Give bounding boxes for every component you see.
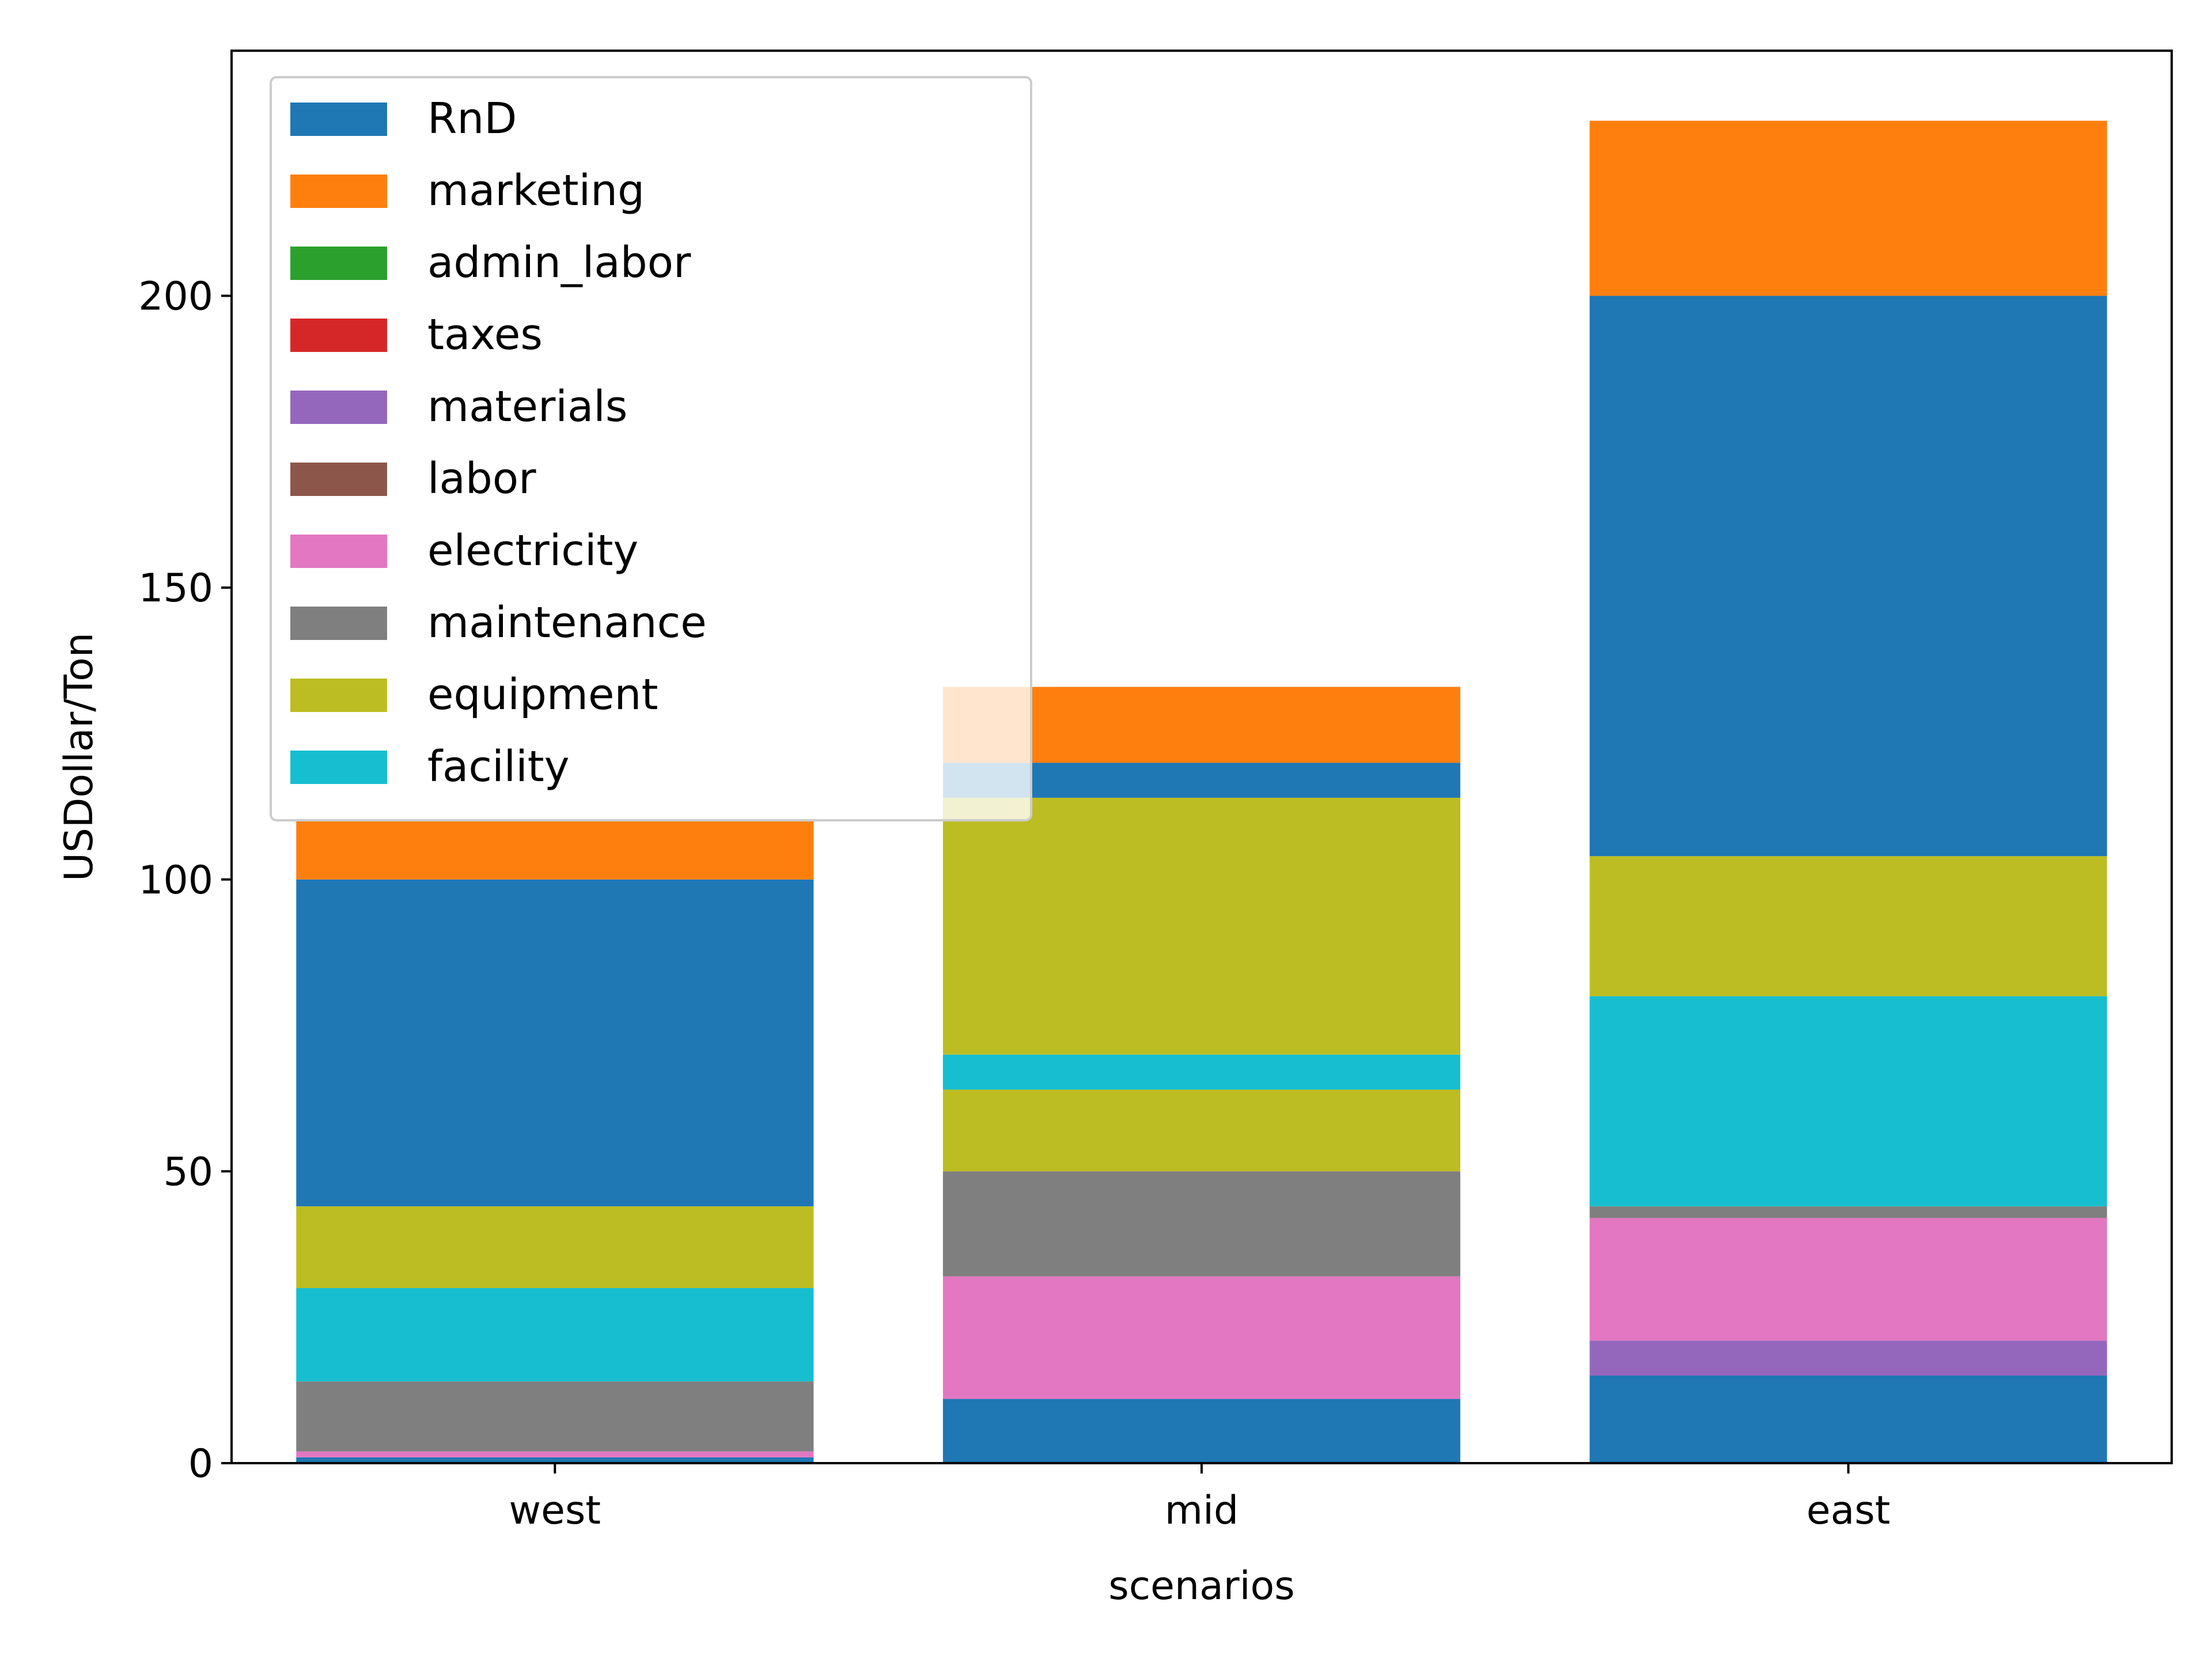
bar-segment-mid-maintenance	[942, 1171, 1461, 1277]
legend-label-labor: labor	[427, 454, 536, 503]
legend-label-materials: materials	[427, 382, 627, 431]
legend-label-marketing: marketing	[427, 166, 645, 215]
legend-label-equipment: equipment	[427, 670, 658, 719]
bar-segment-east-materials	[1589, 1340, 2107, 1376]
bar-segment-east-RnD	[1589, 296, 2107, 857]
x-tick-label-east: east	[1806, 1488, 1891, 1533]
bar-segment-west-electricity	[296, 1451, 814, 1457]
legend-label-electricity: electricity	[427, 526, 638, 575]
y-tick-label: 100	[138, 858, 213, 903]
bar-segment-west-marketing	[296, 821, 814, 880]
legend-swatch-labor	[290, 463, 387, 496]
legend-swatch-materials	[290, 391, 387, 424]
legend-label-facility: facility	[427, 742, 570, 791]
legend-swatch-facility	[290, 751, 387, 784]
legend-label-maintenance: maintenance	[427, 598, 707, 647]
legend-swatch-maintenance	[290, 607, 387, 640]
y-tick-label: 150	[138, 566, 213, 611]
x-tick-label-west: west	[509, 1488, 601, 1533]
legend-swatch-taxes	[290, 319, 387, 352]
legend-label-taxes: taxes	[427, 310, 543, 359]
legend-label-RnD: RnD	[427, 94, 517, 143]
legend-swatch-admin_labor	[290, 247, 387, 280]
bar-segment-west-RnD	[296, 1457, 814, 1463]
x-tick-label-mid: mid	[1165, 1488, 1238, 1533]
y-tick-label: 0	[188, 1441, 213, 1487]
bar-segment-west-facility	[296, 1288, 814, 1382]
bars-group	[296, 120, 2107, 1463]
bar-segment-east-marketing	[1589, 120, 2107, 296]
bar-segment-mid-equipment	[942, 1089, 1461, 1172]
legend-swatch-RnD	[290, 103, 387, 136]
legend-swatch-equipment	[290, 679, 387, 712]
bar-segment-west-equipment	[296, 1206, 814, 1289]
y-tick-label: 50	[163, 1149, 213, 1195]
bar-segment-mid-RnD	[942, 1399, 1461, 1463]
bar-segment-west-RnD	[296, 879, 814, 1207]
legend-swatch-marketing	[290, 175, 387, 208]
bar-segment-east-electricity	[1589, 1218, 2107, 1341]
bar-segment-west-maintenance	[296, 1381, 814, 1452]
legend-swatch-electricity	[290, 535, 387, 568]
bar-segment-east-facility	[1589, 996, 2107, 1207]
bar-segment-mid-electricity	[942, 1276, 1461, 1399]
bar-segment-east-RnD	[1589, 1376, 2107, 1463]
legend-label-admin_labor: admin_labor	[427, 238, 691, 287]
bar-segment-east-equipment	[1589, 856, 2107, 997]
bar-segment-east-maintenance	[1589, 1206, 2107, 1218]
bar-segment-mid-equipment	[942, 797, 1461, 1055]
x-axis-label: scenarios	[1108, 1563, 1294, 1609]
bar-segment-mid-facility	[942, 1054, 1461, 1090]
legend-box	[270, 76, 1032, 821]
axes-group: 0 50 100 150 200 west mid east	[138, 50, 2173, 1533]
y-tick-label: 200	[138, 274, 213, 320]
y-axis-label: USDollar/Ton	[56, 632, 102, 881]
